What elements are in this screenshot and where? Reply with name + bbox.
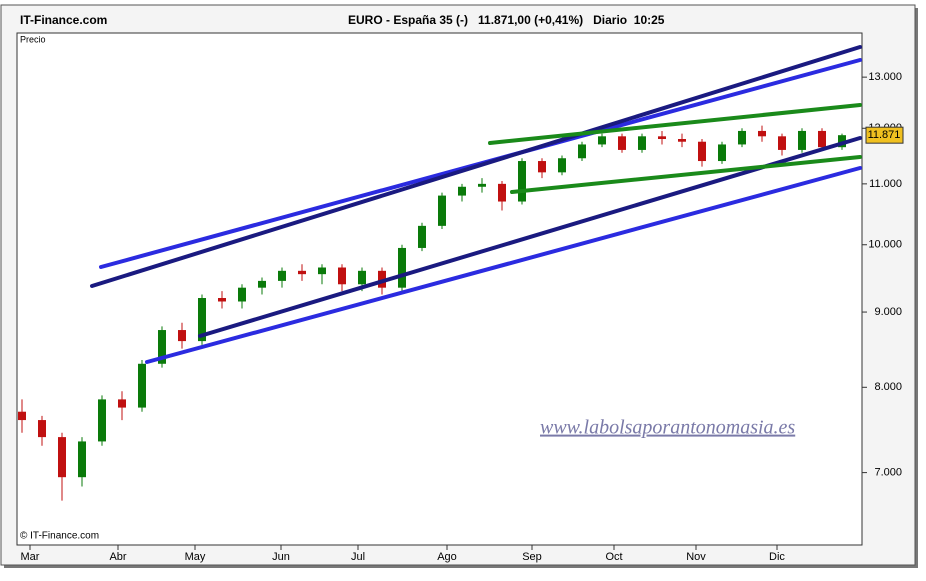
- y-tick-label: 13.000: [868, 71, 902, 83]
- last-price-box: [865, 126, 904, 144]
- candle-body: [598, 136, 606, 145]
- candles: [18, 125, 846, 501]
- y-tick-label: 11.000: [869, 178, 902, 190]
- candle-body: [398, 247, 406, 288]
- candle-body: [778, 136, 786, 150]
- candle-body: [338, 267, 346, 285]
- candle-body: [458, 186, 466, 196]
- candle-body: [258, 280, 266, 288]
- x-tick-label: May: [185, 551, 206, 563]
- candle-body: [238, 287, 246, 302]
- trend-line: [145, 166, 862, 364]
- candle-body: [178, 330, 186, 342]
- candle-body: [538, 161, 546, 173]
- candle-body: [678, 139, 686, 142]
- candle-body: [798, 130, 806, 150]
- candle-body: [718, 144, 726, 162]
- candle-body: [838, 135, 846, 148]
- trend-line: [90, 45, 862, 288]
- candle-body: [358, 270, 366, 285]
- trend-line: [198, 136, 862, 338]
- candle-body: [378, 270, 386, 288]
- candle-body: [618, 136, 626, 150]
- candle-body: [18, 411, 26, 421]
- plot-area: [16, 32, 863, 546]
- last-price-label: 11.871: [868, 129, 901, 141]
- chart-title: EURO - España 35 (-) 11.871,00 (+0,41%) …: [348, 13, 665, 27]
- candle-body: [478, 183, 486, 187]
- x-tick-label: Ago: [437, 551, 457, 563]
- x-tick-label: Abr: [109, 551, 126, 563]
- candle-body: [558, 158, 566, 173]
- x-tick-label: Dic: [769, 551, 785, 563]
- y-tick-label: 7.000: [874, 467, 902, 479]
- candle-body: [578, 144, 586, 159]
- candle-body: [118, 399, 126, 408]
- trend-lines: [90, 45, 862, 364]
- candle-body: [438, 195, 446, 226]
- copyright: © IT-Finance.com: [20, 531, 99, 542]
- candle-body: [758, 130, 766, 137]
- candle-body: [38, 420, 46, 438]
- candle-body: [98, 399, 106, 442]
- candle-body: [518, 161, 526, 202]
- trend-line: [488, 103, 862, 145]
- candle-body: [138, 363, 146, 408]
- candle-body: [818, 130, 826, 148]
- watermark: www.labolsaporantonomasia.es: [540, 417, 795, 439]
- candle-body: [278, 270, 286, 281]
- x-tick-label: Jun: [272, 551, 290, 563]
- candle-body: [218, 298, 226, 302]
- candle-body: [298, 270, 306, 275]
- x-tick-label: Oct: [605, 551, 622, 563]
- candle-body: [638, 136, 646, 150]
- candle-body: [418, 225, 426, 248]
- x-tick-label: Sep: [522, 551, 542, 563]
- y-tick-label: 8.000: [874, 381, 902, 393]
- trend-line: [510, 155, 862, 194]
- candle-body: [318, 267, 326, 275]
- candle-body: [198, 298, 206, 342]
- candle-body: [78, 441, 86, 478]
- source: IT-Finance.com: [20, 13, 107, 27]
- x-tick-label: Mar: [21, 551, 40, 563]
- candle-body: [498, 183, 506, 202]
- y-tick-label: 9.000: [874, 306, 902, 318]
- x-tick-label: Jul: [351, 551, 365, 563]
- y-tick-label: 10.000: [868, 239, 902, 251]
- x-tick-label: Nov: [686, 551, 706, 563]
- candle-body: [698, 141, 706, 162]
- panel-label: Precio: [20, 34, 46, 44]
- candle-body: [158, 330, 166, 364]
- candle-body: [738, 130, 746, 145]
- candle-body: [658, 136, 666, 140]
- candle-body: [58, 437, 66, 478]
